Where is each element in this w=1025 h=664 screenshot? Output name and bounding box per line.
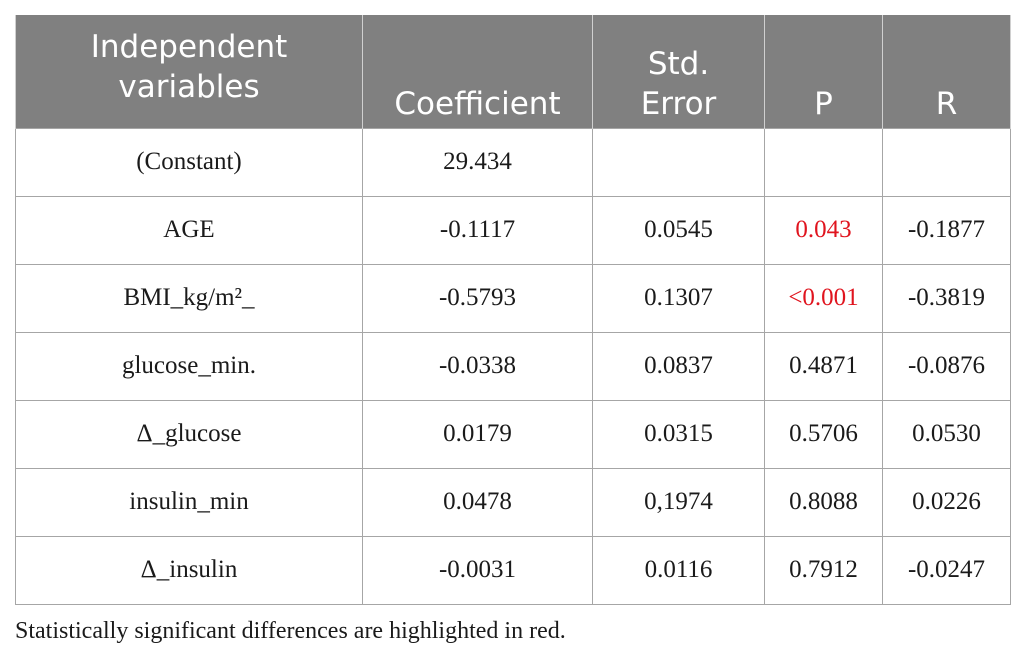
cell-variable: insulin_min bbox=[15, 467, 363, 537]
cell-std-error: 0.0315 bbox=[592, 399, 765, 469]
cell-p-significant: 0.043 bbox=[764, 195, 883, 265]
header-line: P bbox=[814, 85, 833, 122]
table-row: BMI_kg/m²_ -0.5793 0.1307 <0.001 -0.3819 bbox=[15, 263, 1011, 333]
cell-r: 0.0226 bbox=[882, 467, 1011, 537]
header-line: Error bbox=[640, 85, 717, 122]
cell-std-error: 0.0837 bbox=[592, 331, 765, 401]
cell-std-error: 0.1307 bbox=[592, 263, 765, 333]
regression-table: Independent variables Coefficient Std. E… bbox=[15, 15, 1011, 605]
cell-coefficient: -0.1117 bbox=[362, 195, 593, 265]
table-row: Δ_insulin -0.0031 0.0116 0.7912 -0.0247 bbox=[15, 535, 1011, 605]
cell-r: -0.0876 bbox=[882, 331, 1011, 401]
cell-r: -0.0247 bbox=[882, 535, 1011, 605]
table-row: (Constant) 29.434 bbox=[15, 127, 1011, 197]
header-line: Coefficient bbox=[394, 85, 561, 122]
cell-p bbox=[764, 127, 883, 197]
header-p: P bbox=[764, 15, 883, 128]
cell-p: 0.4871 bbox=[764, 331, 883, 401]
regression-table-container: Independent variables Coefficient Std. E… bbox=[15, 15, 1011, 605]
cell-variable: Δ_glucose bbox=[15, 399, 363, 469]
cell-std-error: 0.0545 bbox=[592, 195, 765, 265]
table-row: AGE -0.1117 0.0545 0.043 -0.1877 bbox=[15, 195, 1011, 265]
cell-coefficient: 29.434 bbox=[362, 127, 593, 197]
cell-variable: (Constant) bbox=[15, 127, 363, 197]
cell-p: 0.5706 bbox=[764, 399, 883, 469]
cell-p-significant: <0.001 bbox=[764, 263, 883, 333]
header-std-error: Std. Error bbox=[592, 15, 765, 128]
header-line: Independent bbox=[90, 29, 288, 66]
cell-variable: AGE bbox=[15, 195, 363, 265]
header-line: Std. bbox=[647, 45, 710, 82]
header-r: R bbox=[882, 15, 1011, 128]
cell-r bbox=[882, 127, 1011, 197]
cell-coefficient: -0.0338 bbox=[362, 331, 593, 401]
header-line: R bbox=[935, 85, 958, 122]
table-body: (Constant) 29.434 AGE -0.1117 0.0545 0.0… bbox=[15, 127, 1011, 605]
cell-variable: glucose_min. bbox=[15, 331, 363, 401]
header-coefficient: Coefficient bbox=[362, 15, 593, 128]
cell-coefficient: 0.0478 bbox=[362, 467, 593, 537]
cell-variable: BMI_kg/m²_ bbox=[15, 263, 363, 333]
cell-std-error: 0.0116 bbox=[592, 535, 765, 605]
cell-coefficient: -0.5793 bbox=[362, 263, 593, 333]
header-row: Independent variables Coefficient Std. E… bbox=[15, 15, 1011, 128]
table-row: Δ_glucose 0.0179 0.0315 0.5706 0.0530 bbox=[15, 399, 1011, 469]
cell-p: 0.8088 bbox=[764, 467, 883, 537]
cell-r: 0.0530 bbox=[882, 399, 1011, 469]
cell-p: 0.7912 bbox=[764, 535, 883, 605]
table-footnote: Statistically significant differences ar… bbox=[15, 618, 566, 644]
cell-r: -0.3819 bbox=[882, 263, 1011, 333]
header-independent-variables: Independent variables bbox=[15, 15, 363, 128]
table-row: glucose_min. -0.0338 0.0837 0.4871 -0.08… bbox=[15, 331, 1011, 401]
cell-variable: Δ_insulin bbox=[15, 535, 363, 605]
table-row: insulin_min 0.0478 0,1974 0.8088 0.0226 bbox=[15, 467, 1011, 537]
header-line: variables bbox=[118, 69, 260, 106]
cell-std-error bbox=[592, 127, 765, 197]
cell-std-error: 0,1974 bbox=[592, 467, 765, 537]
cell-coefficient: -0.0031 bbox=[362, 535, 593, 605]
cell-r: -0.1877 bbox=[882, 195, 1011, 265]
table-header: Independent variables Coefficient Std. E… bbox=[15, 15, 1011, 128]
cell-coefficient: 0.0179 bbox=[362, 399, 593, 469]
